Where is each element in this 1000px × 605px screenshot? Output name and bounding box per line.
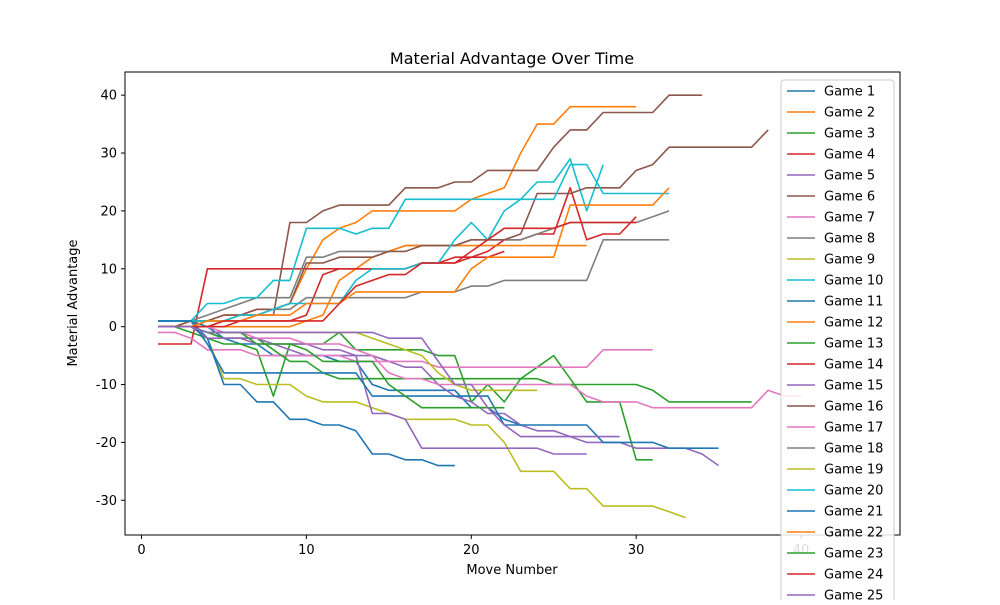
legend-box bbox=[780, 79, 895, 605]
legend-label: Game 22 bbox=[824, 526, 883, 541]
y-tick-label: 20 bbox=[100, 204, 117, 219]
legend-label: Game 20 bbox=[824, 484, 883, 499]
legend-label: Game 9 bbox=[824, 253, 875, 268]
y-tick-label: -20 bbox=[96, 436, 117, 451]
legend-label: Game 8 bbox=[824, 232, 875, 247]
legend-label: Game 17 bbox=[824, 421, 883, 436]
legend: Game 1 Game 2 Game 3 Game 4 Game 5 Game 6 Game… bbox=[780, 79, 895, 605]
legend-label: Game 5 bbox=[824, 169, 875, 184]
legend-label: Game 14 bbox=[824, 358, 883, 373]
legend-label: Game 10 bbox=[824, 274, 883, 289]
legend-label: Game 18 bbox=[824, 442, 883, 457]
legend-label: Game 3 bbox=[824, 127, 875, 142]
series-line-game-10 bbox=[158, 158, 604, 322]
legend-label: Game 24 bbox=[824, 568, 883, 583]
series-layer bbox=[158, 94, 802, 519]
y-tick-label: -30 bbox=[96, 494, 117, 509]
series-line-game-22 bbox=[158, 187, 670, 328]
y-tick-label: 0 bbox=[109, 320, 117, 335]
series-line-game-18 bbox=[158, 239, 670, 328]
series-line-game-11 bbox=[158, 320, 455, 467]
legend-label: Game 2 bbox=[824, 106, 875, 121]
axes-frame bbox=[124, 71, 901, 536]
legend-label: Game 12 bbox=[824, 316, 883, 331]
series-line-game-15 bbox=[158, 325, 587, 455]
chart-title: Material Advantage Over Time bbox=[390, 49, 634, 68]
y-axis: -30 -20 -10 0 10 20 30 40 bbox=[96, 89, 125, 509]
series-line-game-17 bbox=[158, 325, 802, 409]
series-line-game-9 bbox=[158, 325, 686, 519]
y-axis-label: Material Advantage bbox=[66, 239, 81, 366]
series-line-game-2 bbox=[158, 105, 637, 328]
legend-label: Game 4 bbox=[824, 148, 875, 163]
y-tick-label: 10 bbox=[100, 262, 117, 277]
legend-label: Game 25 bbox=[824, 589, 883, 601]
y-tick-label: 30 bbox=[100, 147, 117, 162]
legend-label: Game 15 bbox=[824, 379, 883, 394]
x-tick-label: 0 bbox=[137, 543, 145, 558]
legend-label: Game 6 bbox=[824, 190, 875, 205]
legend-label: Game 13 bbox=[824, 337, 883, 352]
legend-label: Game 1 bbox=[824, 85, 875, 100]
legend-label: Game 7 bbox=[824, 211, 875, 226]
legend-label: Game 19 bbox=[824, 463, 883, 478]
x-tick-label: 10 bbox=[298, 543, 315, 558]
x-tick-label: 20 bbox=[463, 543, 480, 558]
y-tick-label: 40 bbox=[100, 89, 117, 104]
x-tick-label: 30 bbox=[628, 543, 645, 558]
x-axis-label: Move Number bbox=[466, 563, 558, 578]
y-tick-label: -10 bbox=[96, 378, 117, 393]
series-line-game-16 bbox=[158, 129, 769, 328]
series-line-game-24 bbox=[158, 221, 637, 328]
series-line-game-25 bbox=[158, 325, 620, 438]
legend-label: Game 21 bbox=[824, 505, 883, 520]
legend-label: Game 23 bbox=[824, 547, 883, 562]
legend-label: Game 16 bbox=[824, 400, 883, 415]
series-line-game-20 bbox=[158, 163, 670, 322]
series-line-game-7 bbox=[158, 331, 653, 369]
legend-label: Game 11 bbox=[824, 295, 883, 310]
series-line-game-21 bbox=[158, 320, 719, 450]
